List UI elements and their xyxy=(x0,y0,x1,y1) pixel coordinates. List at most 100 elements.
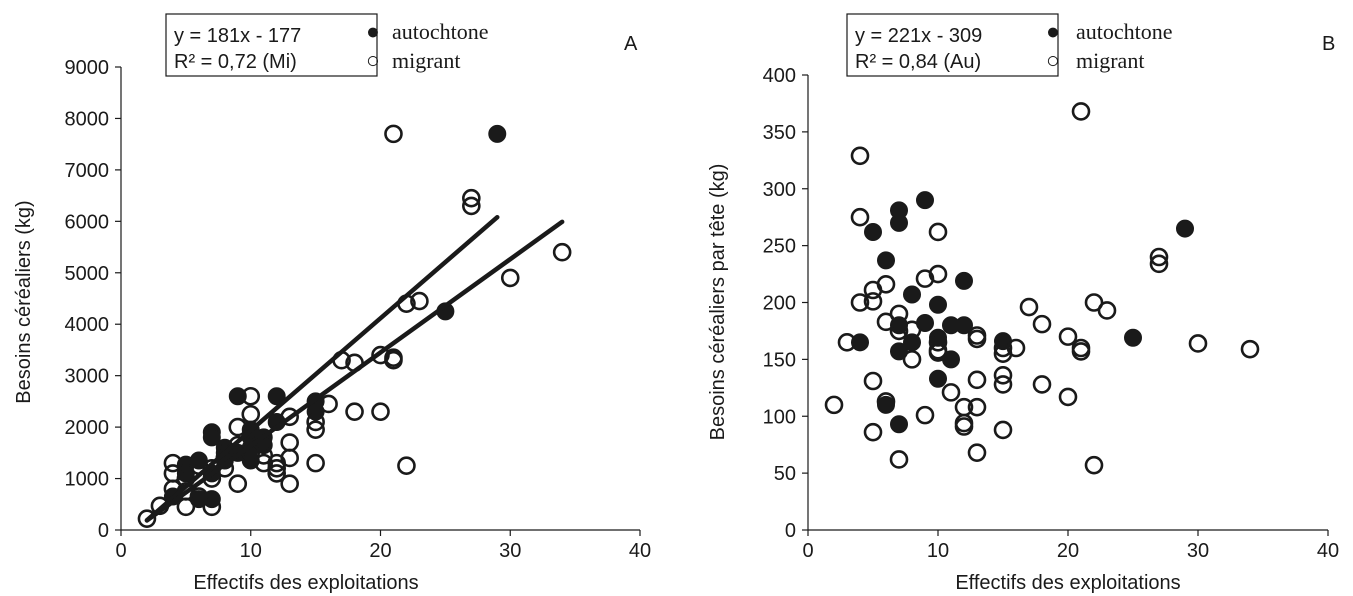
point-migrant xyxy=(371,402,390,421)
point-migrant xyxy=(850,293,870,312)
legend-autochtone-label: autochtone xyxy=(392,19,489,44)
point-migrant xyxy=(928,333,948,352)
panel-label: A xyxy=(624,33,638,55)
panel-label: B xyxy=(1322,33,1335,55)
regression-line xyxy=(144,219,565,523)
point-autochtone xyxy=(955,271,973,290)
point-autochtone xyxy=(890,415,908,434)
point-migrant xyxy=(163,453,183,473)
point-migrant xyxy=(889,321,909,341)
y-axis-label: Besoins céréaliers par tête (kg) xyxy=(707,164,729,441)
point-migrant xyxy=(552,242,572,262)
x-tick-label: 40 xyxy=(1317,540,1339,562)
point-migrant xyxy=(967,397,987,417)
x-tick-label: 20 xyxy=(369,540,391,562)
point-migrant xyxy=(993,338,1013,358)
point-migrant xyxy=(280,433,299,452)
point-migrant xyxy=(1084,455,1104,475)
point-migrant xyxy=(1149,247,1169,267)
legend-autochtone-label: autochtone xyxy=(1076,19,1173,44)
legend-box xyxy=(165,13,378,77)
point-migrant xyxy=(928,343,948,362)
x-axis-label: Effectifs des exploitations xyxy=(193,572,418,594)
y-tick-label: 3000 xyxy=(65,366,110,388)
point-migrant xyxy=(902,350,922,369)
point-migrant xyxy=(993,420,1013,440)
point-migrant xyxy=(462,188,481,208)
point-migrant xyxy=(967,329,987,349)
point-autochtone xyxy=(929,295,947,314)
y-tick-label: 400 xyxy=(763,65,796,87)
point-migrant xyxy=(876,312,896,332)
y-tick-label: 4000 xyxy=(65,314,110,336)
point-migrant xyxy=(228,417,248,437)
point-migrant xyxy=(837,333,857,352)
y-tick-label: 100 xyxy=(763,406,796,428)
y-tick-label: 7000 xyxy=(65,160,110,182)
x-tick-label: 30 xyxy=(1187,540,1209,562)
point-autochtone xyxy=(1124,328,1142,347)
point-autochtone xyxy=(929,369,947,388)
point-migrant xyxy=(1071,102,1091,121)
point-migrant xyxy=(967,370,987,390)
point-migrant xyxy=(824,395,844,415)
point-migrant xyxy=(500,268,520,288)
point-migrant xyxy=(1058,387,1078,407)
legend-equation: y = 221x - 309 xyxy=(855,25,982,47)
point-migrant xyxy=(462,196,481,216)
point-migrant xyxy=(876,392,896,411)
point-autochtone xyxy=(916,191,934,210)
point-migrant xyxy=(863,422,883,442)
x-tick-label: 20 xyxy=(1057,540,1079,562)
point-migrant xyxy=(928,222,948,242)
y-tick-label: 1000 xyxy=(65,469,110,491)
point-migrant xyxy=(280,448,299,468)
point-migrant xyxy=(267,458,287,478)
y-tick-label: 5000 xyxy=(65,263,110,285)
x-tick-label: 0 xyxy=(802,540,813,562)
regression-line xyxy=(144,214,500,523)
y-tick-label: 2000 xyxy=(65,417,110,439)
y-tick-label: 8000 xyxy=(65,108,110,130)
point-autochtone xyxy=(267,387,286,406)
point-autochtone xyxy=(1176,219,1194,238)
point-autochtone xyxy=(202,428,221,447)
point-migrant xyxy=(863,292,883,311)
y-tick-label: 0 xyxy=(98,520,109,542)
x-tick-label: 10 xyxy=(240,540,262,562)
x-tick-label: 40 xyxy=(629,540,651,562)
point-migrant xyxy=(902,320,922,340)
point-migrant xyxy=(137,509,157,528)
point-migrant xyxy=(410,291,429,311)
point-migrant xyxy=(967,443,987,462)
point-autochtone xyxy=(903,285,921,304)
point-migrant xyxy=(241,404,261,424)
point-migrant xyxy=(189,487,209,506)
panel-a: y = 181x - 177 R² = 0,72 (Mi) ● autochto… xyxy=(13,13,651,594)
y-tick-label: 200 xyxy=(763,293,796,315)
y-tick-label: 0 xyxy=(785,520,796,542)
point-migrant xyxy=(1019,297,1039,317)
legend-migrant-label: migrant xyxy=(392,48,460,73)
point-migrant xyxy=(202,497,222,517)
y-tick-label: 300 xyxy=(763,179,796,201)
legend-migrant-label: migrant xyxy=(1076,48,1144,73)
point-migrant xyxy=(397,456,416,475)
point-migrant xyxy=(345,402,364,421)
y-tick-label: 50 xyxy=(774,463,796,485)
point-migrant xyxy=(384,350,403,370)
point-autochtone xyxy=(877,251,895,270)
y-tick-label: 150 xyxy=(763,349,796,371)
point-migrant xyxy=(928,264,948,284)
point-migrant xyxy=(993,375,1013,394)
point-autochtone xyxy=(864,222,882,241)
legend-r2: R² = 0,84 (Au) xyxy=(855,51,981,73)
point-migrant xyxy=(280,407,299,427)
legend-filled-marker: ● xyxy=(366,18,380,44)
point-migrant xyxy=(850,207,870,227)
point-migrant xyxy=(306,453,325,473)
x-tick-label: 10 xyxy=(927,540,949,562)
point-migrant xyxy=(267,464,287,483)
point-migrant xyxy=(319,394,338,414)
point-migrant xyxy=(1188,334,1208,353)
